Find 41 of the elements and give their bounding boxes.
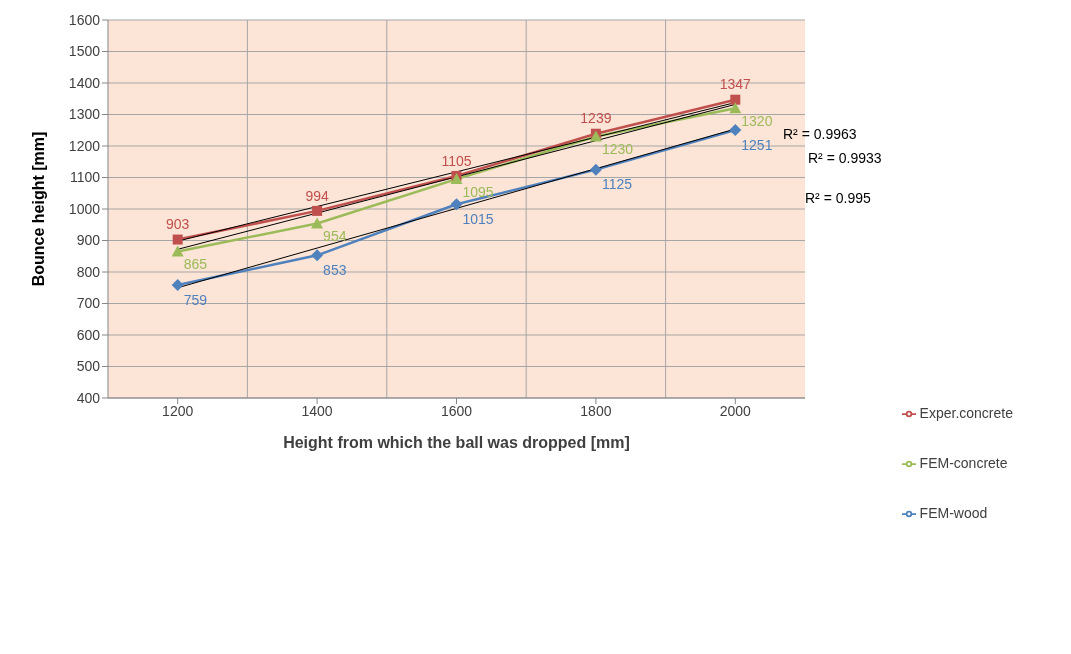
- x-tick-label: 1200: [162, 402, 194, 419]
- x-tick-label: 1800: [580, 402, 612, 419]
- text: R² = 0.9933: [808, 150, 882, 166]
- annotation: R² = 0.9963: [783, 126, 857, 142]
- data-label: 903: [166, 216, 190, 233]
- y-tick-label: 900: [76, 232, 101, 249]
- data-label: 954: [323, 228, 347, 245]
- y-tick-label: 500: [76, 358, 101, 375]
- y-axis-title: Bounce height [mm]: [29, 131, 47, 287]
- data-label: 1320: [741, 112, 773, 129]
- annotation: R² = 0.995: [805, 190, 871, 206]
- y-tick-label: 700: [76, 295, 101, 312]
- x-axis-title: Height from which the ball was dropped [mm]: [283, 434, 630, 451]
- y-tick-label: 1100: [69, 169, 101, 186]
- y-tick-label: 400: [76, 389, 101, 406]
- data-label: 865: [183, 256, 208, 273]
- data-label: 1015: [462, 210, 494, 227]
- data-label: 1347: [719, 76, 752, 93]
- y-tick-label: 1500: [68, 43, 101, 60]
- y-tick-label: 1000: [68, 200, 101, 217]
- data-label: 1105: [441, 152, 472, 169]
- y-tick-label: 800: [76, 263, 101, 280]
- data-label: 1239: [580, 110, 612, 127]
- data-label: 853: [323, 262, 347, 279]
- y-tick-label: 1200: [68, 137, 101, 154]
- data-label: 1125: [601, 176, 633, 193]
- legend-label: FEM-wood: [919, 505, 988, 521]
- data-label: 759: [183, 291, 208, 308]
- data-label: 1251: [741, 136, 773, 153]
- y-tick-label: 1300: [68, 106, 101, 123]
- y-tick-label: 1600: [68, 11, 101, 28]
- y-tick-label: 1400: [68, 74, 101, 91]
- data-label: 994: [305, 187, 329, 204]
- x-tick-label: 2000: [719, 402, 752, 419]
- data-label: 1230: [601, 141, 634, 158]
- legend-label: FEM-concrete: [919, 455, 1008, 471]
- x-tick-label: 1400: [301, 402, 333, 419]
- data-label: 1095: [462, 183, 494, 200]
- legend-label: Exper.concrete: [919, 405, 1013, 421]
- y-tick-label: 600: [76, 326, 101, 343]
- x-tick-label: 1600: [440, 402, 473, 419]
